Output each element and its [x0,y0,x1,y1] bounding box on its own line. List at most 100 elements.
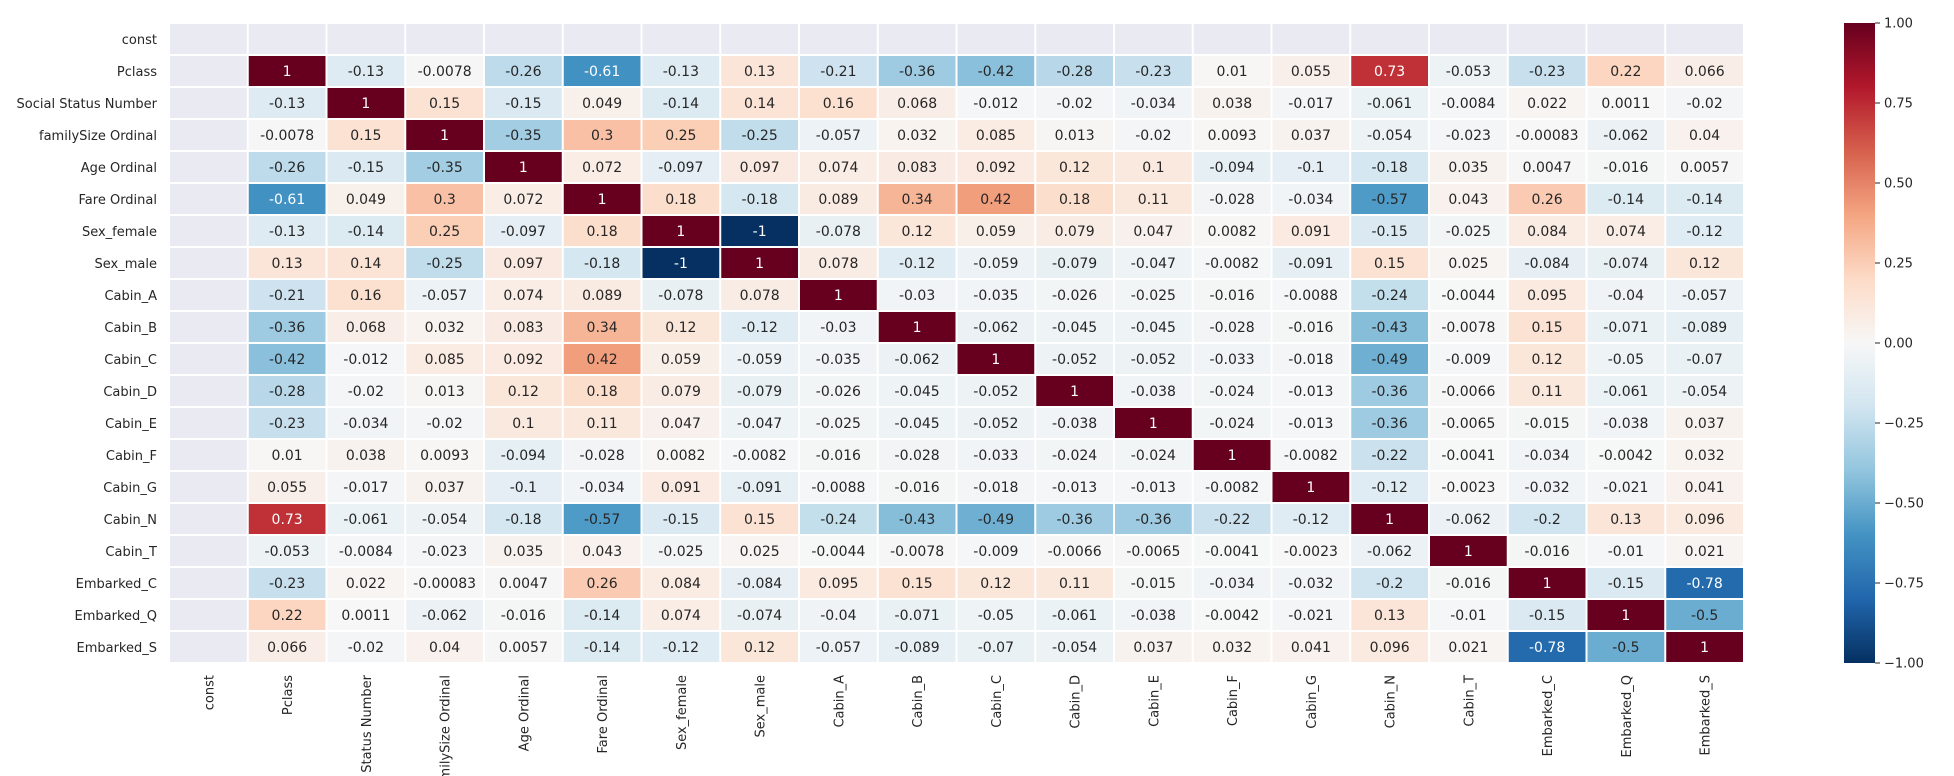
heatmap-cell [1115,568,1192,598]
cell-value-label: -0.12 [1293,512,1329,528]
cell-value-label: -0.12 [663,640,699,656]
colorbar: 1.00 0.75 0.50 0.25 0.00 −0.25 −0.50 −0.75 −1.00 [1844,17,1924,672]
heatmap-cell [721,632,798,662]
cell-value-label: -0.36 [1057,512,1093,528]
heatmap-cell [1193,536,1271,566]
cell-value-label: -0.062 [1446,512,1491,528]
cell-value-label: -0.0042 [1599,448,1653,464]
heatmap-cell [170,632,247,662]
cell-value-label: -0.052 [1131,352,1176,368]
cell-value-label: -0.61 [584,64,620,80]
heatmap-cell [1508,88,1586,118]
heatmap-cell [1193,120,1271,150]
cell-value-label: -0.015 [1525,416,1570,432]
heatmap-cell [1193,376,1271,406]
cell-value-label: -0.0041 [1205,544,1259,560]
cell-value-label: -0.062 [1603,128,1648,144]
heatmap-cell [327,568,405,598]
heatmap-cell [1036,344,1113,374]
cell-value-label: -0.057 [422,288,467,304]
heatmap-cell [878,408,956,438]
row-tick-label: Cabin_F [106,449,157,464]
heatmap-cell [1587,184,1665,214]
cell-value-label: 0.12 [1689,256,1720,272]
cell-value-label: -0.04 [1608,288,1644,304]
heatmap-cell [327,184,405,214]
cell-value-label: -1 [674,256,688,272]
cell-value-label: -0.5 [1691,608,1718,624]
heatmap-cell [563,600,641,630]
heatmap-cell [642,632,720,662]
heatmap-cell [327,56,405,86]
cell-value-label: -0.13 [663,64,699,80]
cell-value-label: -0.14 [1608,192,1644,208]
heatmap-cell [1508,568,1586,598]
cell-value-label: -0.05 [978,608,1014,624]
heatmap-cell [1272,408,1350,438]
heatmap-cell [485,56,562,86]
cell-value-label: 1 [1543,576,1552,592]
cell-value-label: -0.013 [1288,416,1333,432]
cell-value-label: 1 [361,96,370,112]
cell-value-label: 0.049 [346,192,386,208]
cell-value-label: 0.25 [665,128,696,144]
cell-value-label: 0.013 [1055,128,1095,144]
cell-value-label: 0.0082 [1208,224,1257,240]
heatmap-cell [248,184,326,214]
heatmap-cell [721,248,798,278]
heatmap-cell [170,248,247,278]
heatmap-cell [1036,56,1113,86]
heatmap-cell [1115,152,1192,182]
heatmap-cell [406,536,483,566]
cell-value-label: 0.11 [1059,576,1090,592]
heatmap-cell [878,120,956,150]
cell-value-label: -0.016 [895,480,940,496]
heatmap-cell [406,344,483,374]
cell-value-label: 0.085 [976,128,1016,144]
row-tick-label: Cabin_G [103,481,157,496]
column-tick-label: Fare Ordinal [596,675,611,753]
heatmap-cell [327,312,405,342]
cell-value-label: -0.026 [816,384,861,400]
heatmap-cell [248,376,326,406]
cell-value-label: 0.035 [503,544,543,560]
heatmap-cell [1508,440,1586,470]
cell-value-label: -0.0078 [1441,320,1495,336]
heatmap-cell [800,184,877,214]
cell-value-label: -0.047 [1131,256,1176,272]
cell-value-label: -0.5 [1612,640,1639,656]
heatmap-cell [1666,184,1743,214]
heatmap-cell [800,24,877,54]
heatmap-cell [1430,632,1507,662]
cell-value-label: 1 [519,160,528,176]
heatmap-cell [957,88,1035,118]
cell-value-label: -0.061 [1052,608,1097,624]
heatmap-cell [485,376,562,406]
cell-value-label: -0.054 [1367,128,1412,144]
heatmap-cell [1430,88,1507,118]
heatmap-cell [800,632,877,662]
heatmap-cell [327,504,405,534]
heatmap-cell [1351,504,1428,534]
heatmap-cell [1430,408,1507,438]
cell-value-label: -0.43 [1372,320,1408,336]
heatmap-cell [721,536,798,566]
heatmap-cell [878,88,956,118]
heatmap-cell [800,120,877,150]
heatmap-cell [957,24,1035,54]
heatmap-cell [170,472,247,502]
cell-value-label: -0.045 [1131,320,1176,336]
cell-value-label: -0.033 [973,448,1018,464]
heatmap-cell [1430,536,1507,566]
cell-value-label: -0.078 [658,288,703,304]
cell-value-label: -0.49 [1372,352,1408,368]
heatmap-cell [721,120,798,150]
cell-value-label: 0.079 [1055,224,1095,240]
cell-value-label: 0.12 [1059,160,1090,176]
heatmap-cell [642,216,720,246]
heatmap-cell [1036,24,1113,54]
heatmap-cell [1430,600,1507,630]
cell-value-label: -0.016 [501,608,546,624]
heatmap-cell [1666,440,1743,470]
heatmap-cell [1351,440,1428,470]
